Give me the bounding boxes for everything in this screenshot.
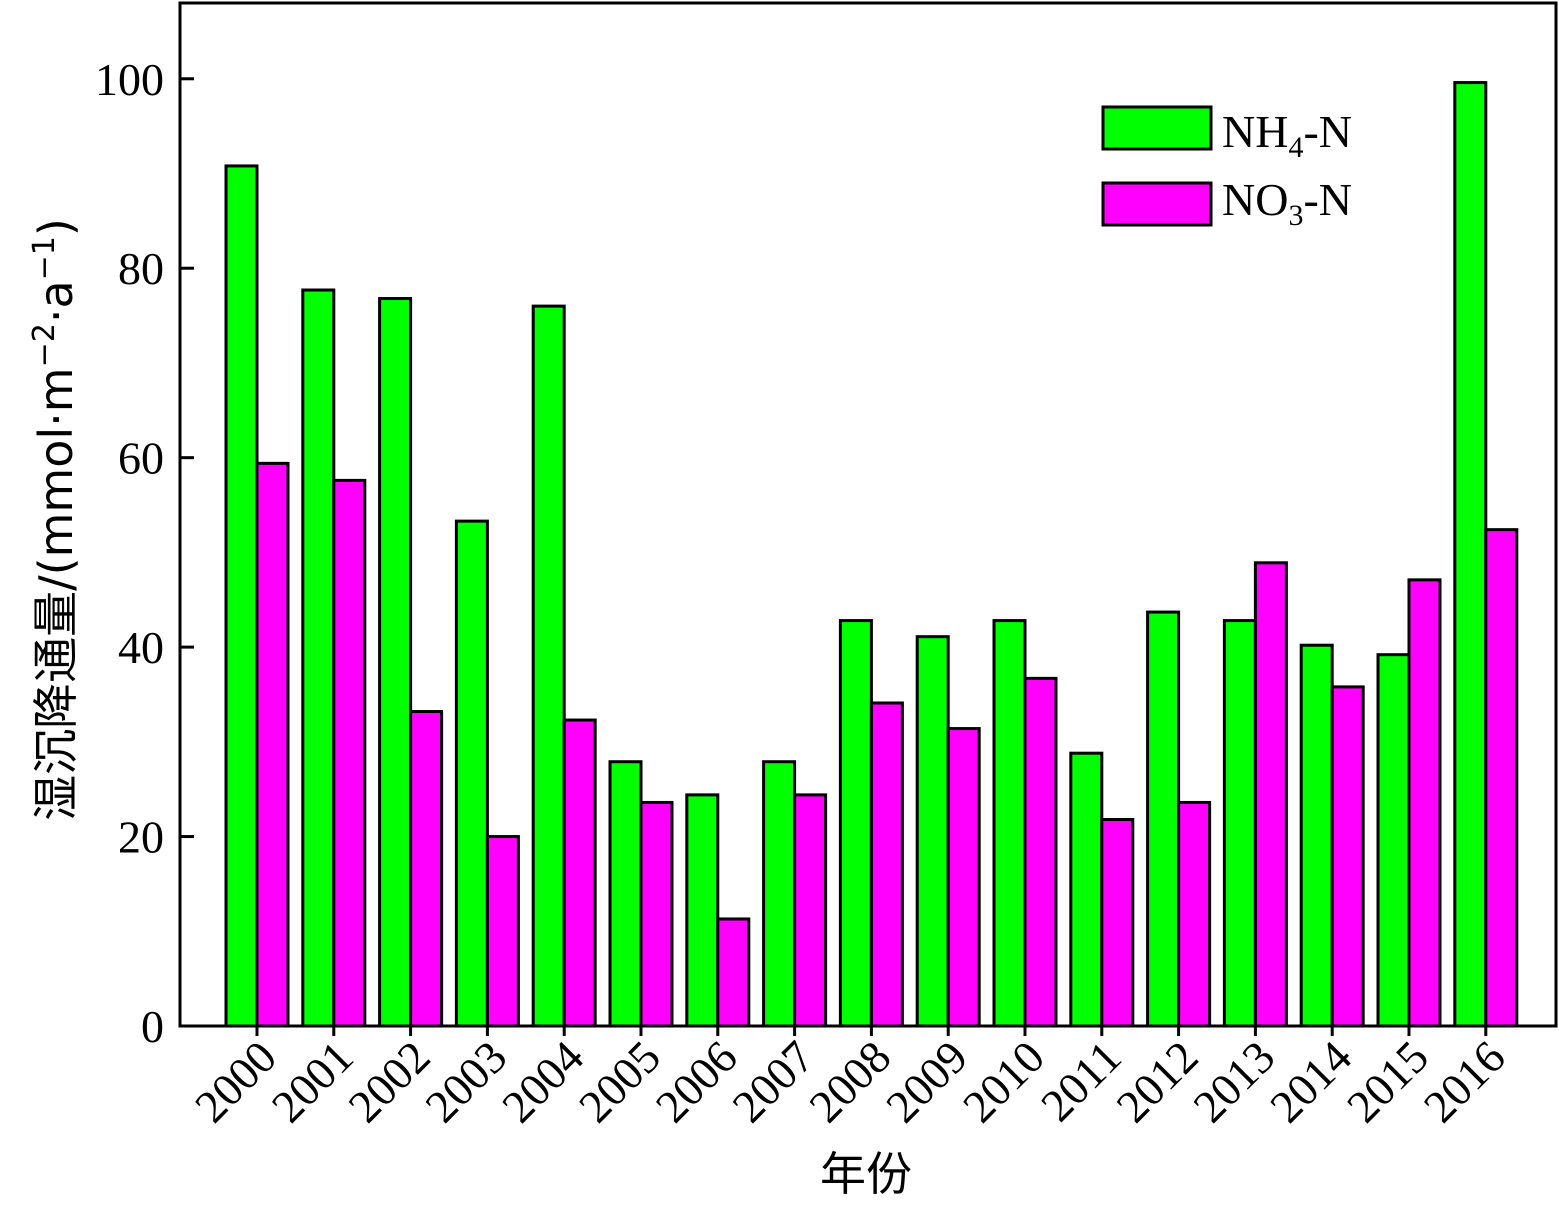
bar-no3-2013 [1253,561,1288,1028]
bar-no3-2009 [946,727,981,1028]
legend-label-no3-tail: -N [1303,174,1352,225]
bar-nh4-2006 [685,793,720,1028]
bars-group [224,81,1519,1028]
x-tick-label-2007: 2007 [723,1031,824,1132]
bar-nh4-2013 [1222,619,1257,1028]
bar-no3-2006 [716,917,751,1028]
bar-no3-2007 [793,793,828,1028]
y-axis-title-exp1: −2 [27,323,62,367]
legend-label-nh4-tail: -N [1303,106,1352,157]
bar-no3-2000 [255,461,290,1028]
y-tick-label-40: 40 [118,622,164,673]
bar-nh4-2001 [301,288,336,1028]
bar-no3-2014 [1330,685,1365,1028]
bar-nh4-2012 [1146,610,1181,1028]
bar-no3-2003 [485,835,520,1028]
bar-nh4-2007 [762,760,797,1028]
legend-label-no3-main: NO [1222,174,1288,225]
x-tick-label-2004: 2004 [492,1031,593,1132]
y-tick-label-20: 20 [118,812,164,863]
bar-no3-2012 [1177,800,1212,1028]
legend-swatch-nh4 [1101,105,1213,151]
bar-nh4-2010 [992,619,1027,1028]
x-tick-label-2010: 2010 [953,1031,1054,1132]
y-axis-title-exp2: −1 [27,236,62,280]
bar-nh4-2014 [1299,643,1334,1028]
x-tick-label-2009: 2009 [876,1031,977,1132]
x-tick-label-2002: 2002 [339,1031,440,1132]
bar-no3-2008 [869,701,904,1028]
x-tick-label-2006: 2006 [646,1031,747,1132]
x-tick-label-2001: 2001 [262,1031,363,1132]
bar-no3-2010 [1023,676,1058,1028]
y-axis-title: 湿沉降通量/(mmol·m−2·a−1) [27,218,83,821]
legend-label-nh4-main: NH [1222,106,1288,157]
bar-nh4-2000 [224,164,259,1028]
bar-nh4-2011 [1069,751,1104,1028]
y-tick-label-100: 100 [95,54,164,105]
legend-label-no3-sub: 3 [1288,199,1303,232]
bar-nh4-2015 [1376,653,1411,1028]
x-tick-label-2003: 2003 [415,1031,516,1132]
x-tick-label-2015: 2015 [1337,1031,1438,1132]
bar-nh4-2016 [1453,81,1488,1028]
y-axis-title-mid: ·a [29,280,83,323]
plot-frame [178,1,1558,1028]
bar-no3-2002 [409,710,444,1028]
y-tick-label-0: 0 [141,1001,164,1052]
bar-no3-2001 [332,478,367,1028]
legend: NH4-N NO3-N [1101,105,1352,232]
y-axis-title-prefix: 湿沉降通量/(mmol·m [29,367,83,820]
legend-label-nh4-sub: 4 [1288,131,1303,164]
bar-no3-2015 [1407,578,1442,1028]
x-tick-label-2013: 2013 [1183,1031,1284,1132]
legend-swatch-no3 [1101,181,1213,227]
bar-no3-2016 [1484,528,1519,1028]
x-tick-label-2011: 2011 [1031,1031,1131,1131]
y-tick-label-60: 60 [118,433,164,484]
bar-nh4-2004 [531,304,566,1028]
x-axis: 2000200120022003200420052006200720082009… [185,1026,1515,1132]
legend-label-no3: NO3-N [1222,174,1352,232]
x-tick-label-2016: 2016 [1414,1031,1515,1132]
x-tick-label-2012: 2012 [1107,1031,1208,1132]
bar-no3-2005 [639,800,674,1028]
legend-label-nh4: NH4-N [1222,106,1352,164]
bar-nh4-2009 [915,635,950,1028]
x-axis-title: 年份 [820,1147,912,1201]
x-tick-label-2000: 2000 [185,1031,286,1132]
bar-no3-2011 [1100,818,1135,1028]
bar-nh4-2008 [838,619,873,1028]
x-tick-label-2014: 2014 [1260,1031,1361,1132]
x-tick-label-2005: 2005 [569,1031,670,1132]
x-tick-label-2008: 2008 [799,1031,900,1132]
bar-no3-2004 [562,718,597,1028]
bar-nh4-2003 [454,519,489,1028]
y-tick-label-80: 80 [118,243,164,294]
y-axis: 0 20 40 60 80 100 [95,54,194,1052]
bar-nh4-2002 [378,297,413,1028]
y-axis-title-suffix: ) [29,218,83,236]
bar-nh4-2005 [608,760,643,1028]
